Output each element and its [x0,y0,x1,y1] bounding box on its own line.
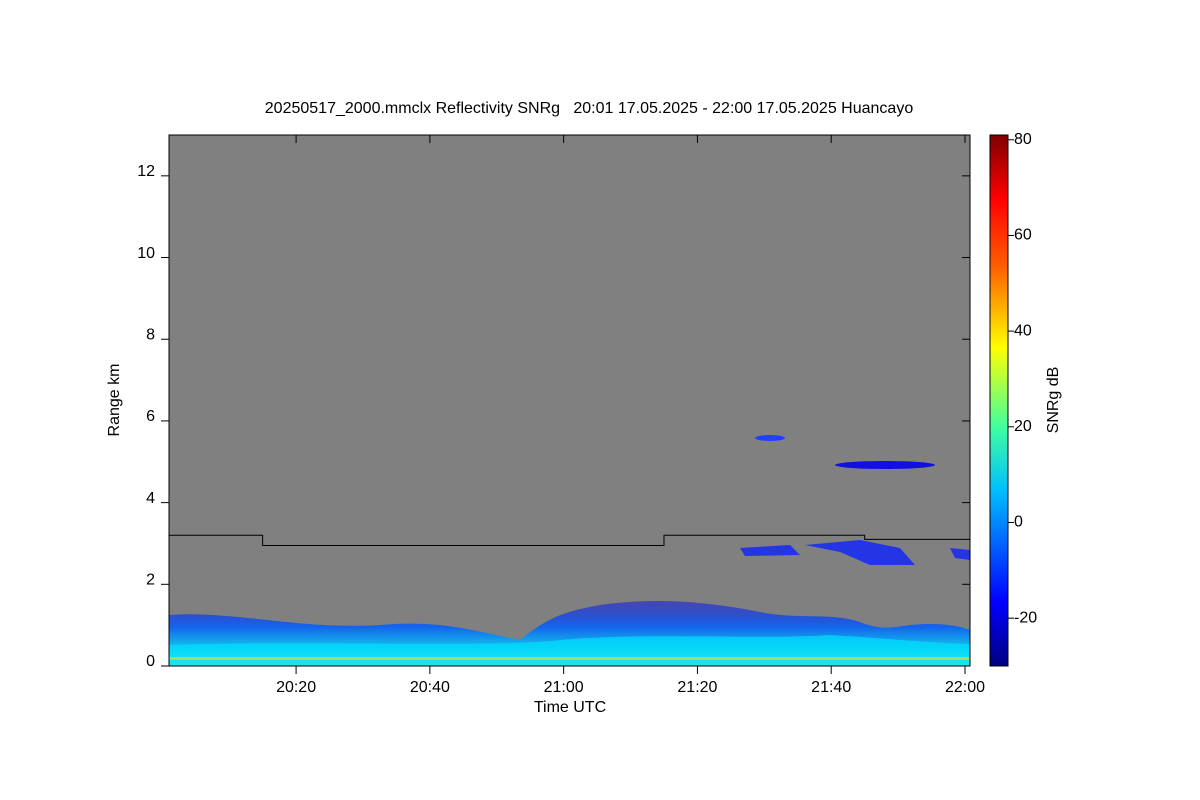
colorbar-tick-label: 0 [1014,514,1023,531]
x-tick-label: 22:00 [945,679,985,696]
colorbar-tick-label: 40 [1014,322,1032,339]
colorbar-tick-label: 20 [1014,418,1032,435]
y-tick-label: 0 [146,653,155,670]
x-tick-label: 21:40 [811,679,851,696]
echo-cells [740,540,970,565]
x-axis-label: Time UTC [534,699,606,716]
colorbar-label: SNRg dB [1045,367,1062,434]
x-tick-label: 21:20 [677,679,717,696]
y-tick-label: 4 [146,490,155,507]
colorbar-tick-label: -20 [1014,609,1037,626]
y-tick-label: 10 [137,245,155,262]
echo-layer-cloud [755,435,785,441]
colorbar-tick-label: 60 [1014,227,1032,244]
colorbar [989,134,1009,667]
x-tick-label: 21:00 [544,679,584,696]
y-tick-label: 8 [146,326,155,343]
colorbar-tick-label: 80 [1014,131,1032,148]
plot-area [169,135,970,666]
y-tick-label: 12 [137,163,155,180]
chart-title: 20250517_2000.mmclx Reflectivity SNRg 20… [265,100,914,117]
x-tick-label: 20:40 [410,679,450,696]
threshold-line [169,534,970,547]
echo-layer [169,435,970,666]
y-tick-label: 6 [146,408,155,425]
echo-ground [169,657,970,660]
echo-layer-cloud [835,461,935,469]
y-tick-label: 2 [146,572,155,589]
x-tick-label: 20:20 [276,679,316,696]
y-axis-label: Range km [106,364,123,437]
